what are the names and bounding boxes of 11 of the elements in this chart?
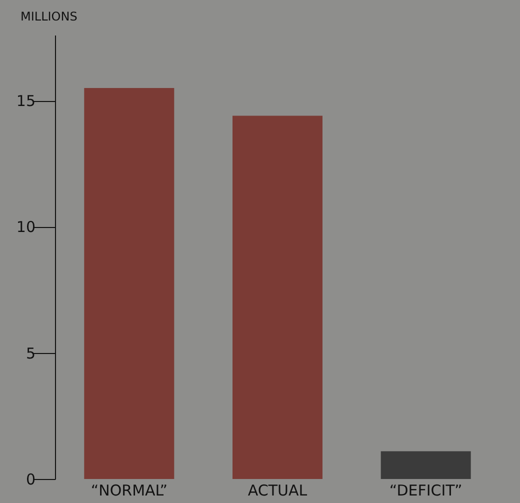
bar: [84, 88, 174, 479]
y-tick-label: 15: [16, 92, 36, 110]
bar: [380, 451, 471, 479]
y-tick-label: 5: [26, 344, 36, 362]
y-tick-label: 0: [26, 470, 36, 488]
y-tick-label: 10: [16, 218, 36, 236]
x-tick-label: ACTUAL: [248, 482, 308, 500]
bar: [232, 116, 322, 479]
x-tick-label: “NORMAL”: [90, 482, 168, 500]
x-tick-label: “DEFICIT”: [389, 482, 462, 500]
y-axis-title: MILLIONS: [20, 10, 78, 24]
